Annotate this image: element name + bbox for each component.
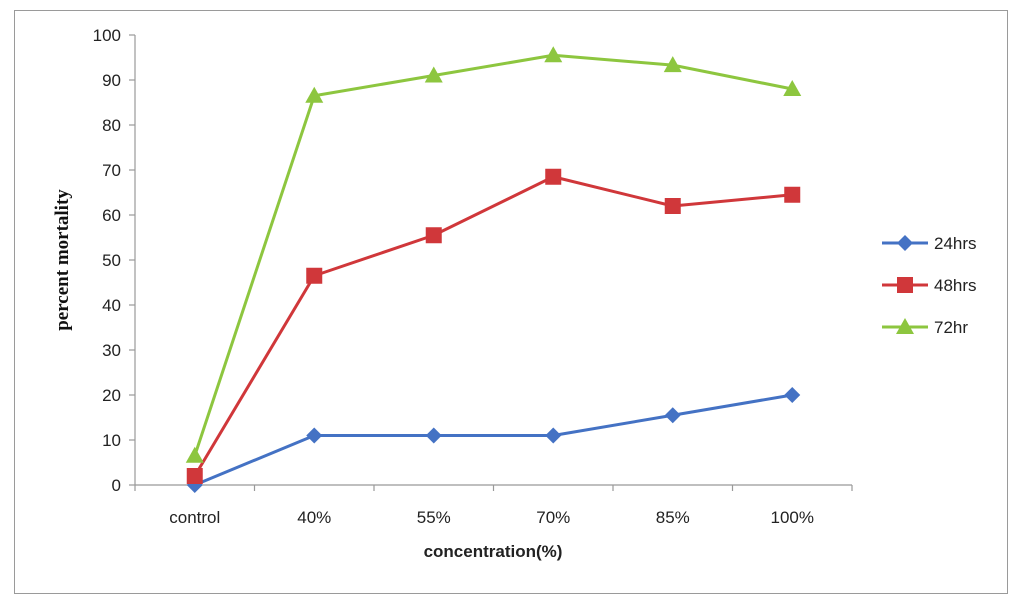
y-tick-label: 90 [102, 71, 121, 90]
chart-series [185, 46, 802, 493]
x-tick-label: 70% [536, 508, 570, 527]
data-point-72hr [783, 80, 802, 96]
x-tick-label: control [169, 508, 220, 527]
y-tick-label: 70 [102, 161, 121, 180]
y-tick-label: 40 [102, 296, 121, 315]
data-point-24hrs [425, 427, 442, 444]
chart-legend: 24hrs 48hrs 72hr [882, 234, 977, 337]
legend-label-24hrs: 24hrs [934, 234, 977, 253]
y-tick-label: 10 [102, 431, 121, 450]
y-tick-label: 100 [93, 26, 121, 45]
y-tick-label: 80 [102, 116, 121, 135]
series-line-72hr [193, 53, 793, 457]
data-point-48hrs [306, 267, 323, 284]
series-line-48hrs [193, 175, 793, 477]
series-line-24hrs [194, 393, 793, 487]
x-axis-label: concentration(%) [424, 542, 563, 561]
data-point-24hrs [784, 387, 801, 403]
y-axis-label: percent mortality [52, 189, 73, 331]
y-tick-label: 0 [112, 476, 121, 495]
data-point-24hrs [545, 427, 562, 444]
x-tick-label: 55% [417, 508, 451, 527]
x-axis-ticks: control 40% 55% 70% 85% 100% [134, 485, 853, 527]
data-point-72hr [663, 56, 682, 73]
data-point-24hrs [306, 427, 323, 444]
legend-marker-24hrs [897, 235, 913, 251]
legend-label-72hr: 72hr [934, 318, 968, 337]
data-point-72hr [305, 86, 324, 103]
data-point-72hr [424, 66, 443, 83]
data-point-72hr [544, 46, 563, 63]
data-point-72hr [185, 446, 204, 463]
data-point-48hrs [545, 168, 562, 185]
data-point-48hrs [784, 186, 801, 203]
y-axis-ticks: 0 10 20 30 40 50 60 70 80 90 100 [93, 26, 135, 495]
data-point-48hrs [664, 198, 681, 214]
legend-marker-48hrs [897, 277, 913, 293]
data-point-24hrs [664, 407, 681, 424]
y-tick-label: 20 [102, 386, 121, 405]
legend-label-48hrs: 48hrs [934, 276, 977, 295]
y-tick-label: 60 [102, 206, 121, 225]
data-point-48hrs [186, 468, 203, 484]
data-point-48hrs [425, 227, 442, 244]
chart-axes [134, 35, 852, 486]
x-tick-label: 100% [771, 508, 814, 527]
x-tick-label: 85% [656, 508, 690, 527]
y-tick-label: 30 [102, 341, 121, 360]
chart-frame [14, 10, 1008, 594]
x-tick-label: 40% [297, 508, 331, 527]
y-tick-label: 50 [102, 251, 121, 270]
legend-marker-72hr [896, 318, 914, 334]
